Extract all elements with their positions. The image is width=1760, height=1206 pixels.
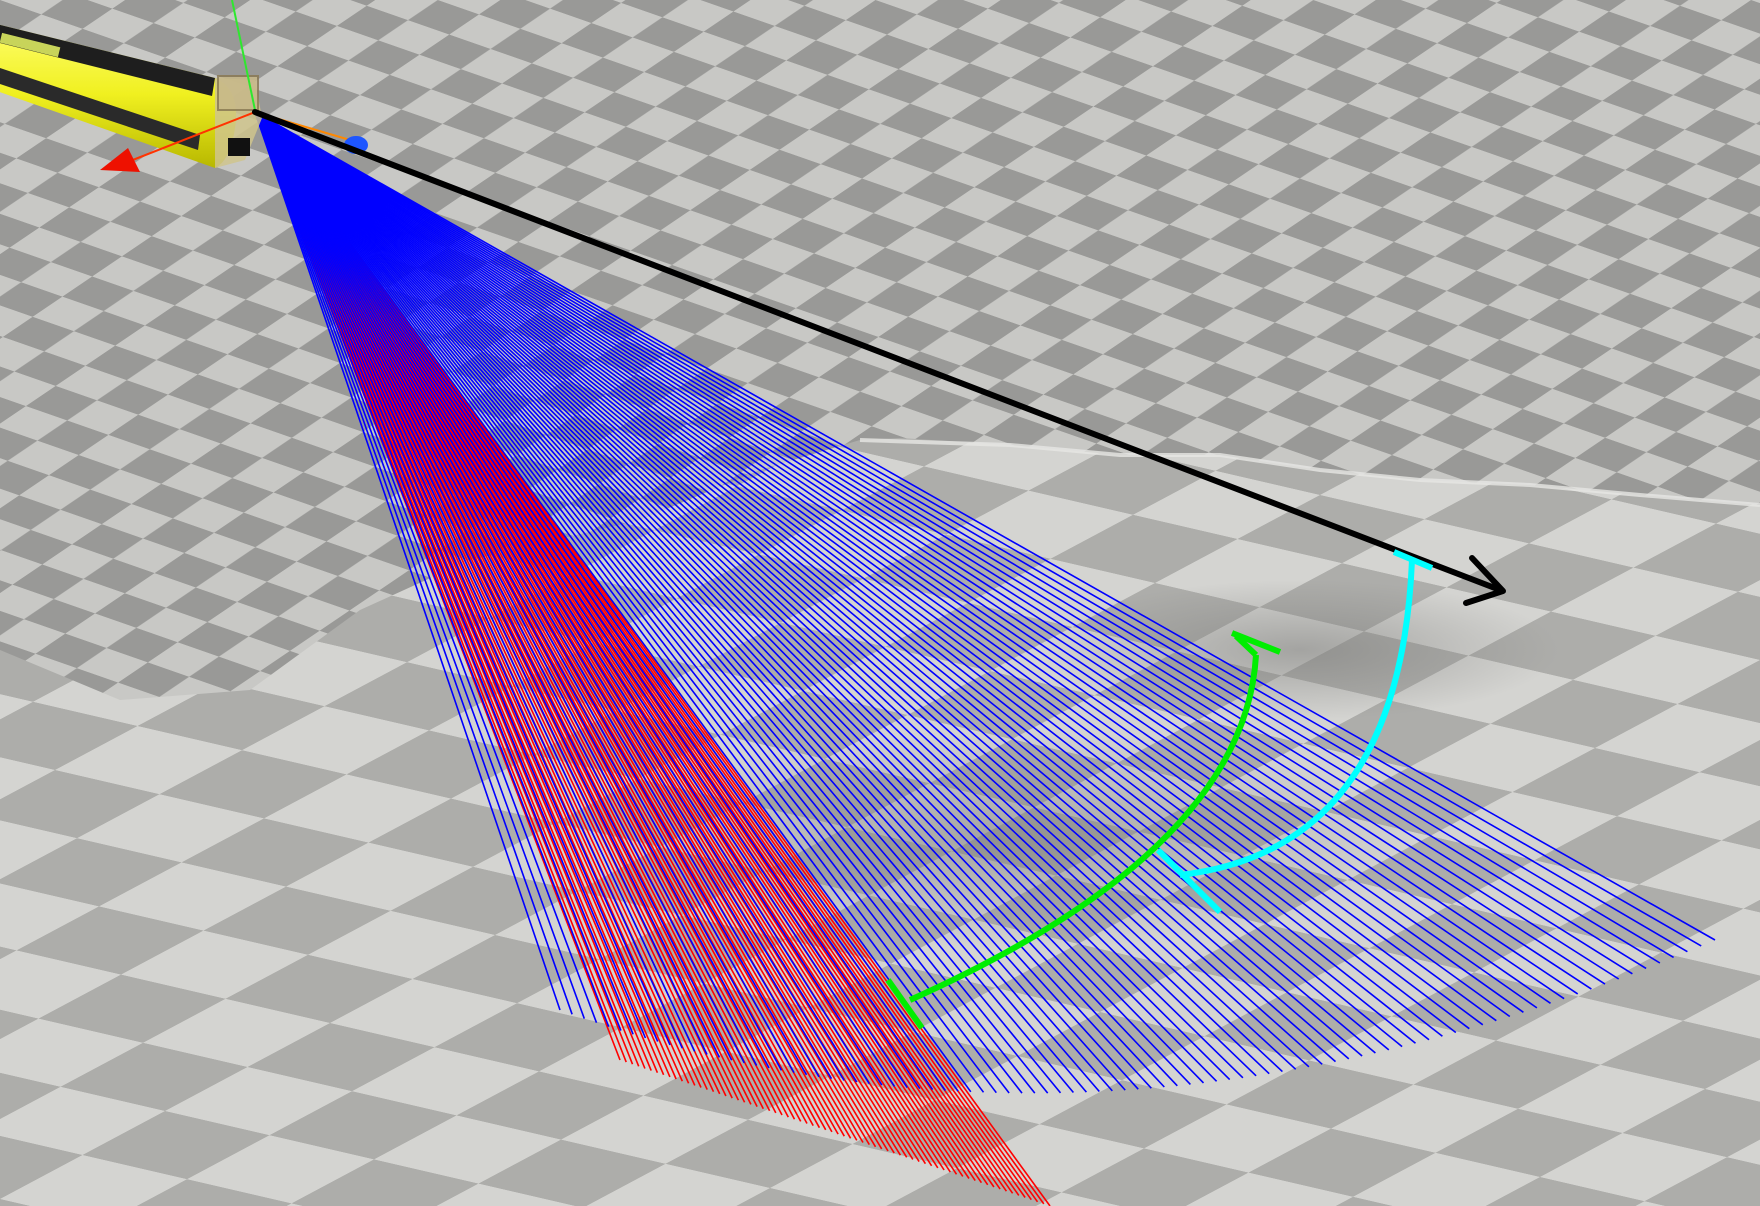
- blue-beam-line: [254, 111, 1633, 975]
- blue-beam-line: [254, 111, 1165, 1088]
- blue-beam-line: [254, 111, 684, 1049]
- blue-beam-line: [254, 111, 1403, 1048]
- blue-beam-line: [254, 111, 1484, 1026]
- blue-beam-line: [254, 111, 1417, 1044]
- blue-beam-line: [254, 111, 1205, 1084]
- blue-beam-line: [254, 111, 696, 1052]
- blue-beam-line: [254, 111, 1661, 964]
- blue-beam-line: [254, 111, 573, 1015]
- blue-beam-line: [254, 111, 833, 1080]
- blue-beam-line: [254, 111, 1113, 1092]
- blue-beam-line: [254, 111, 921, 1090]
- blue-beam-line: [254, 111, 896, 1087]
- blue-beam-line: [254, 111, 647, 1039]
- blue-beam-line: [254, 111, 1350, 1060]
- blue-beam-line: [254, 111, 1579, 995]
- blue-beam-line: [254, 111, 1152, 1089]
- blue-beam-line: [254, 111, 1470, 1030]
- blue-beam-line: [254, 111, 1191, 1085]
- blue-beam-line: [254, 111, 1606, 985]
- blue-beam-line: [254, 111, 1310, 1068]
- blue-beam-line: [254, 111, 561, 1011]
- blue-beam-line: [254, 111, 1497, 1022]
- blue-beam-line: [254, 111, 1244, 1079]
- blue-beam-line: [254, 111, 1430, 1041]
- blue-beam-line: [254, 111, 1647, 970]
- blue-beam-line: [254, 111, 1139, 1090]
- blue-beam-line: [254, 111, 733, 1061]
- y-axis-line: [231, 0, 256, 111]
- blue-beam-line: [254, 111, 1062, 1094]
- blue-beam-line: [254, 111, 1592, 990]
- terrain-ridge: [859, 438, 1760, 507]
- blue-beam-fan: [254, 111, 1716, 1094]
- horizontal-aperture-arc: [885, 630, 1282, 1030]
- blue-beam-line: [254, 111, 934, 1091]
- blue-beam-line: [254, 111, 1551, 1004]
- blue-beam-line: [254, 111, 858, 1083]
- blue-beam-line: [254, 111, 1270, 1075]
- blue-beam-line: [254, 111, 671, 1046]
- blue-beam-line: [254, 111, 622, 1031]
- blue-beam-line: [254, 111, 1010, 1094]
- blue-beam-line: [254, 111, 708, 1055]
- x-axis-line: [119, 111, 256, 166]
- blue-beam-line: [254, 111, 820, 1078]
- blue-beam-line: [254, 111, 1257, 1077]
- blue-beam-line: [254, 111, 795, 1073]
- x-axis-arrow: [100, 148, 140, 172]
- blue-beam-line: [254, 111, 959, 1092]
- blue-beam-line: [254, 111, 1511, 1018]
- blue-beam-line: [254, 111, 1457, 1034]
- blue-beam-line: [254, 111, 1443, 1037]
- blue-beam-line: [254, 111, 1524, 1013]
- blue-beam-line: [254, 111, 1283, 1073]
- blue-beam-line: [254, 111, 1297, 1070]
- blue-beam-line: [254, 111, 946, 1091]
- vertical-aperture-arc: [1155, 549, 1434, 915]
- blue-beam-line: [254, 111, 1688, 953]
- blue-beam-line: [254, 111, 997, 1094]
- blue-beam-line: [254, 111, 745, 1064]
- blue-beam-line: [254, 111, 1088, 1093]
- blue-beam-line: [254, 111, 598, 1023]
- blue-beam-line: [254, 111, 1036, 1094]
- blue-beam-line: [254, 111, 1702, 947]
- blue-beam-line: [254, 111, 908, 1089]
- blue-beam-line: [254, 111, 634, 1035]
- blue-beam-line: [254, 111, 1126, 1091]
- blue-beam-line: [254, 111, 808, 1076]
- blue-beam-line: [254, 111, 770, 1069]
- blue-beam-line: [254, 111, 845, 1081]
- blue-beam-line: [254, 111, 758, 1066]
- underwater-vehicle-body: [0, 24, 262, 168]
- blue-beam-line: [254, 111, 1538, 1009]
- blue-beam-line: [254, 111, 1716, 941]
- blue-beam-line: [254, 111, 985, 1093]
- blue-beam-line: [254, 111, 1376, 1054]
- blue-beam-line: [254, 111, 1620, 980]
- blue-beam-line: [254, 111, 883, 1086]
- blue-beam-line: [254, 111, 972, 1093]
- heading-arrow: [252, 109, 1506, 606]
- blue-beam-line: [254, 111, 1049, 1094]
- blue-beam-line: [254, 111, 1323, 1065]
- blue-beam-line: [254, 111, 1023, 1094]
- blue-beam-line: [254, 111, 1675, 959]
- blue-beam-line: [254, 111, 1363, 1057]
- blue-beam-line: [254, 111, 721, 1058]
- blue-beam-line: [254, 111, 870, 1085]
- blue-beam-line: [254, 111, 586, 1019]
- blue-beam-line: [254, 111, 1337, 1063]
- blue-beam-line: [254, 111, 1565, 1000]
- blue-beam-line: [254, 111, 659, 1042]
- blue-beam-line: [254, 111, 1075, 1094]
- blue-beam-line: [254, 111, 783, 1071]
- blue-beam-line: [254, 111, 1178, 1087]
- blue-beam-line: [254, 111, 610, 1027]
- blue-beam-line: [254, 111, 1100, 1093]
